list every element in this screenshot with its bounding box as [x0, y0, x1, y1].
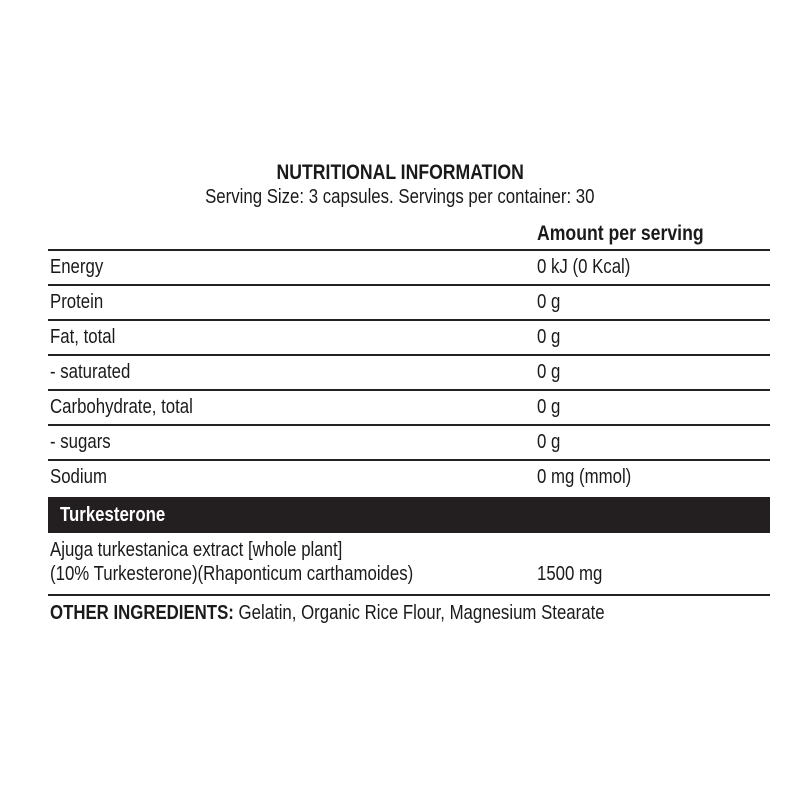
subtitle-text: Serving Size: 3 capsules. Servings per c…	[205, 186, 595, 208]
table-row: Fat, total 0 g	[48, 320, 770, 355]
table-row: Sodium 0 mg (mmol)	[48, 460, 770, 495]
divider	[48, 284, 770, 286]
row-value: 0 g	[537, 291, 561, 313]
other-ingredients: OTHER INGREDIENTS: Gelatin, Organic Rice…	[50, 602, 710, 625]
section-header: Turkesterone	[48, 497, 770, 533]
ingredient-amount: 1500 mg	[537, 562, 615, 586]
row-label: - saturated	[50, 361, 131, 383]
divider	[48, 389, 770, 391]
table-row: - sugars 0 g	[48, 425, 770, 460]
column-header: Amount per serving	[537, 222, 735, 246]
divider	[48, 594, 770, 596]
table-row: Protein 0 g	[48, 285, 770, 320]
row-label: Fat, total	[50, 326, 116, 348]
divider	[48, 459, 770, 461]
ingredient-line: Ajuga turkestanica extract [whole plant]	[50, 539, 343, 561]
divider	[48, 354, 770, 356]
row-value: 0 mg (mmol)	[537, 466, 632, 488]
row-label: Sodium	[50, 466, 107, 488]
other-text: Gelatin, Organic Rice Flour, Magnesium S…	[233, 602, 605, 624]
row-label: Carbohydrate, total	[50, 396, 193, 418]
column-header-text: Amount per serving	[537, 222, 704, 245]
table-row: Energy 0 kJ (0 Kcal)	[48, 250, 770, 285]
table-row: - saturated 0 g	[48, 355, 770, 390]
row-value: 0 g	[537, 431, 561, 453]
row-label: Protein	[50, 291, 104, 313]
divider	[48, 424, 770, 426]
row-value: 0 g	[537, 361, 561, 383]
row-label: Energy	[50, 256, 104, 278]
title-text: NUTRITIONAL INFORMATION	[276, 161, 524, 184]
label-title: NUTRITIONAL INFORMATION	[0, 161, 800, 185]
row-value: 0 g	[537, 326, 561, 348]
row-value: 0 g	[537, 396, 561, 418]
row-label: - sugars	[50, 431, 111, 453]
ingredient-value: 1500 mg	[537, 563, 603, 585]
divider	[48, 319, 770, 321]
row-value: 0 kJ (0 Kcal)	[537, 256, 631, 278]
serving-info: Serving Size: 3 capsules. Servings per c…	[0, 186, 800, 209]
other-label: OTHER INGREDIENTS:	[50, 602, 234, 624]
table-row: Carbohydrate, total 0 g	[48, 390, 770, 425]
divider	[48, 249, 770, 251]
section-title: Turkesterone	[60, 504, 166, 526]
ingredient-line: (10% Turkesterone)(Rhaponticum carthamoi…	[50, 563, 414, 585]
ingredient-name: Ajuga turkestanica extract [whole plant]…	[50, 538, 482, 586]
